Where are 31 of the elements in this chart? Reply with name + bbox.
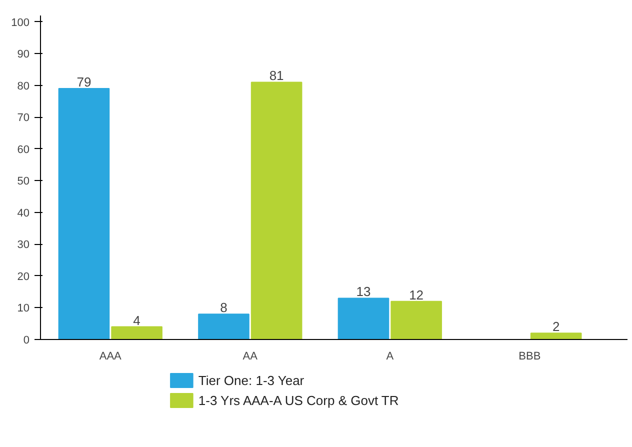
bar (390, 300, 442, 340)
bar (111, 326, 162, 340)
x-tick-label: BBB (518, 350, 541, 362)
y-tick-label: 10 (17, 302, 30, 315)
y-tick-label: 50 (17, 176, 30, 188)
data-label: 12 (409, 287, 424, 302)
bar (198, 314, 250, 340)
bar (338, 298, 390, 340)
x-tick-label: AAA (99, 350, 122, 362)
legend-label: 1-3 Yrs AAA-A US Corp & Govt TR (198, 393, 399, 408)
bar (250, 82, 302, 340)
y-tick-label: 40 (17, 207, 30, 220)
data-label: 81 (269, 68, 284, 84)
legend-label: Tier One: 1-3 Year (198, 373, 305, 388)
y-tick-label: 0 (23, 334, 30, 346)
y-tick-label: 90 (17, 48, 30, 61)
bar (58, 88, 110, 340)
y-tick-label: 20 (17, 270, 30, 283)
bar (530, 332, 582, 340)
x-tick-label: A (386, 350, 394, 362)
y-tick-label: 100 (11, 16, 30, 29)
y-tick-label: 70 (17, 112, 30, 124)
data-label: 4 (133, 312, 140, 328)
data-label: 13 (356, 284, 371, 300)
data-label: 8 (220, 300, 228, 316)
y-tick-label: 30 (17, 239, 30, 252)
data-label: 79 (76, 74, 92, 90)
y-tick-label: 60 (17, 144, 30, 156)
data-label: 2 (552, 319, 560, 334)
y-tick-label: 80 (17, 80, 30, 92)
x-tick-label: AA (242, 350, 258, 362)
